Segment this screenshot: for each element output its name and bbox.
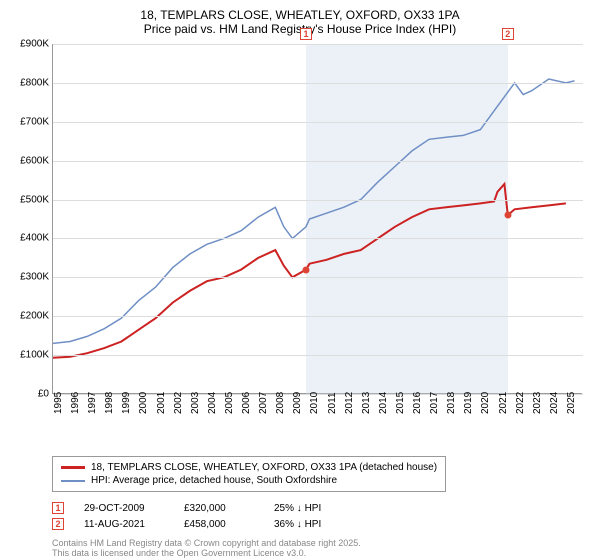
- gridline: [53, 122, 583, 123]
- events-table: 1 29-OCT-2009 £320,000 25% ↓ HPI 2 11-AUG-202…: [52, 500, 588, 532]
- event-id-box: 1: [52, 502, 64, 514]
- gridline: [53, 316, 583, 317]
- event-dot: [303, 266, 310, 273]
- x-axis-label: 2023: [532, 392, 543, 414]
- gridline: [53, 355, 583, 356]
- legend-row: HPI: Average price, detached house, Sout…: [61, 474, 437, 487]
- copyright-line2: This data is licensed under the Open Gov…: [52, 548, 588, 558]
- legend-swatch: [61, 480, 85, 482]
- gridline: [53, 83, 583, 84]
- event-marker: 1: [300, 28, 312, 40]
- event-marker: 2: [502, 28, 514, 40]
- y-axis-label: £900K: [20, 39, 53, 50]
- legend-swatch: [61, 466, 85, 469]
- x-axis-label: 2004: [207, 392, 218, 414]
- event-price: £320,000: [184, 503, 254, 514]
- gridline: [53, 161, 583, 162]
- chart-title: 18, TEMPLARS CLOSE, WHEATLEY, OXFORD, OX…: [12, 8, 588, 22]
- x-axis-label: 2015: [395, 392, 406, 414]
- x-axis-label: 2018: [446, 392, 457, 414]
- x-axis-label: 2000: [138, 392, 149, 414]
- y-axis-label: £200K: [20, 311, 53, 322]
- x-axis-label: 1996: [70, 392, 81, 414]
- event-price: £458,000: [184, 519, 254, 530]
- x-axis-label: 2007: [258, 392, 269, 414]
- event-dot: [504, 212, 511, 219]
- y-axis-label: £300K: [20, 272, 53, 283]
- x-axis-label: 2003: [190, 392, 201, 414]
- event-row: 1 29-OCT-2009 £320,000 25% ↓ HPI: [52, 500, 588, 516]
- copyright-line1: Contains HM Land Registry data © Crown c…: [52, 538, 588, 548]
- gridline: [53, 44, 583, 45]
- legend-row: 18, TEMPLARS CLOSE, WHEATLEY, OXFORD, OX…: [61, 461, 437, 474]
- x-axis-label: 2021: [498, 392, 509, 414]
- x-axis-label: 2019: [463, 392, 474, 414]
- x-axis-label: 2016: [412, 392, 423, 414]
- x-axis-label: 1998: [104, 392, 115, 414]
- y-axis-label: £100K: [20, 350, 53, 361]
- y-axis-label: £700K: [20, 116, 53, 127]
- legend-label: 18, TEMPLARS CLOSE, WHEATLEY, OXFORD, OX…: [91, 462, 437, 473]
- x-axis-label: 1995: [53, 392, 64, 414]
- x-axis-label: 2002: [173, 392, 184, 414]
- y-axis-label: £500K: [20, 194, 53, 205]
- x-axis-label: 2006: [241, 392, 252, 414]
- event-date: 29-OCT-2009: [84, 503, 164, 514]
- x-axis-label: 2012: [344, 392, 355, 414]
- event-id-box: 2: [52, 518, 64, 530]
- y-axis-label: £800K: [20, 77, 53, 88]
- y-axis-label: £600K: [20, 155, 53, 166]
- event-date: 11-AUG-2021: [84, 519, 164, 530]
- x-axis-label: 2022: [515, 392, 526, 414]
- y-axis-label: £0: [38, 389, 53, 400]
- x-axis-label: 2024: [549, 392, 560, 414]
- x-axis-label: 2008: [275, 392, 286, 414]
- event-pct: 36% ↓ HPI: [274, 519, 354, 530]
- gridline: [53, 277, 583, 278]
- plot-region: £0£100K£200K£300K£400K£500K£600K£700K£80…: [52, 44, 582, 394]
- x-axis-label: 2013: [361, 392, 372, 414]
- series-hpi: [53, 79, 575, 343]
- event-pct: 25% ↓ HPI: [274, 503, 354, 514]
- series-property: [53, 184, 566, 358]
- x-axis-label: 1997: [87, 392, 98, 414]
- line-svg: [53, 44, 583, 394]
- gridline: [53, 200, 583, 201]
- x-axis-label: 2010: [309, 392, 320, 414]
- x-axis-label: 2001: [156, 392, 167, 414]
- x-axis-label: 1999: [121, 392, 132, 414]
- x-axis-label: 2025: [566, 392, 577, 414]
- event-row: 2 11-AUG-2021 £458,000 36% ↓ HPI: [52, 516, 588, 532]
- x-axis-label: 2005: [224, 392, 235, 414]
- legend: 18, TEMPLARS CLOSE, WHEATLEY, OXFORD, OX…: [52, 456, 446, 492]
- chart-area: £0 £100K £200K £300K £400K £500K £600K £700K £80…: [12, 44, 588, 424]
- gridline: [53, 238, 583, 239]
- x-axis-label: 2014: [378, 392, 389, 414]
- copyright: Contains HM Land Registry data © Crown c…: [52, 538, 588, 558]
- y-axis-label: £400K: [20, 233, 53, 244]
- legend-label: HPI: Average price, detached house, Sout…: [91, 475, 337, 486]
- x-axis-label: 2020: [480, 392, 491, 414]
- x-axis-label: 2009: [292, 392, 303, 414]
- x-axis-label: 2011: [327, 392, 338, 414]
- x-axis-label: 2017: [429, 392, 440, 414]
